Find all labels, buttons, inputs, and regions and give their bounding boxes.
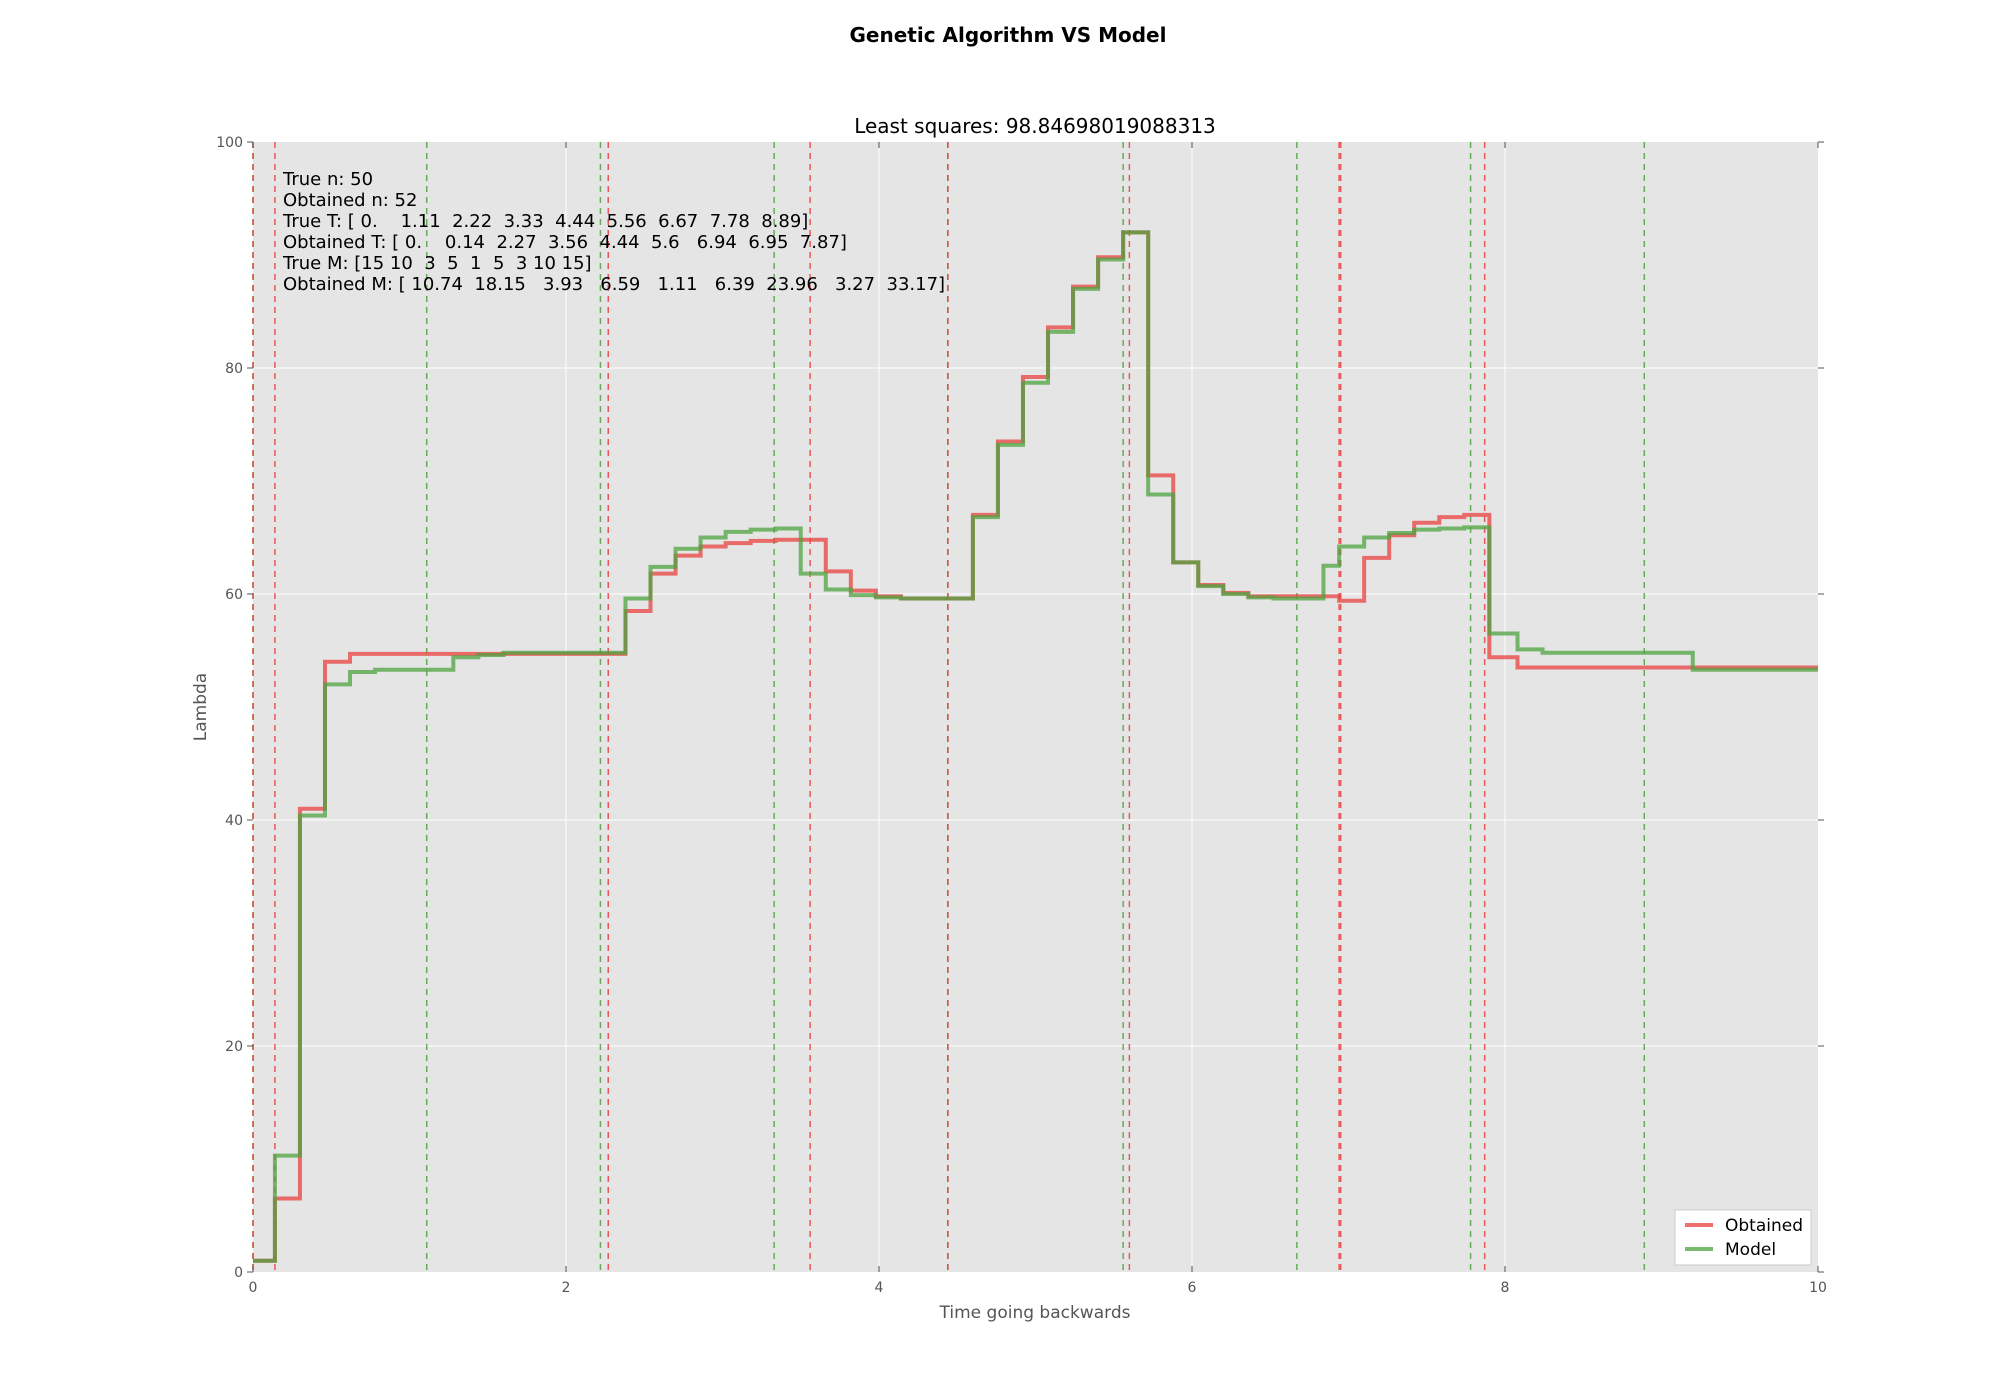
x-tick-label: 10 bbox=[1809, 1280, 1827, 1296]
x-tick-label: 8 bbox=[1501, 1280, 1510, 1296]
x-tick-label: 0 bbox=[249, 1280, 258, 1296]
legend-label-obtained: Obtained bbox=[1725, 1216, 1803, 1236]
annotation-text: True n: 50 Obtained n: 52 True T: [ 0. 1… bbox=[282, 169, 945, 295]
x-tick-label: 2 bbox=[562, 1280, 571, 1296]
series-line-model bbox=[253, 230, 1818, 1263]
y-tick-label: 100 bbox=[216, 135, 243, 151]
annotation-line: Obtained T: [ 0. 0.14 2.27 3.56 4.44 5.6… bbox=[283, 232, 847, 253]
annotation-line: True T: [ 0. 1.11 2.22 3.33 4.44 5.56 6.… bbox=[282, 211, 808, 232]
y-tick-label: 20 bbox=[225, 1039, 243, 1055]
grid-lines bbox=[253, 142, 1818, 1272]
annotation-line: Obtained M: [ 10.74 18.15 3.93 6.59 1.11… bbox=[283, 274, 945, 295]
chart-legend: Obtained Model bbox=[1674, 1209, 1812, 1266]
annotation-line: True M: [15 10 3 5 1 5 3 10 15] bbox=[282, 253, 592, 274]
series-lines bbox=[253, 230, 1818, 1263]
annotation-line: True n: 50 bbox=[282, 169, 373, 190]
legend-label-model: Model bbox=[1725, 1240, 1776, 1260]
figure-suptitle: Genetic Algorithm VS Model bbox=[850, 23, 1167, 47]
legend-box bbox=[1674, 1209, 1812, 1266]
y-axis-label: Lambda bbox=[191, 673, 211, 741]
x-tick-label: 6 bbox=[1188, 1280, 1197, 1296]
annotation-line: Obtained n: 52 bbox=[283, 190, 417, 211]
y-tick-label: 0 bbox=[234, 1265, 243, 1281]
plot-area bbox=[253, 142, 1818, 1272]
y-tick-label: 40 bbox=[225, 813, 243, 829]
y-tick-label: 80 bbox=[225, 361, 243, 377]
y-tick-label: 60 bbox=[225, 587, 243, 603]
x-axis-label: Time going backwards bbox=[939, 1303, 1131, 1323]
axes-title: Least squares: 98.84698019088313 bbox=[854, 114, 1216, 138]
vertical-dashed-lines bbox=[252, 142, 1646, 1272]
x-tick-label: 4 bbox=[875, 1280, 884, 1296]
